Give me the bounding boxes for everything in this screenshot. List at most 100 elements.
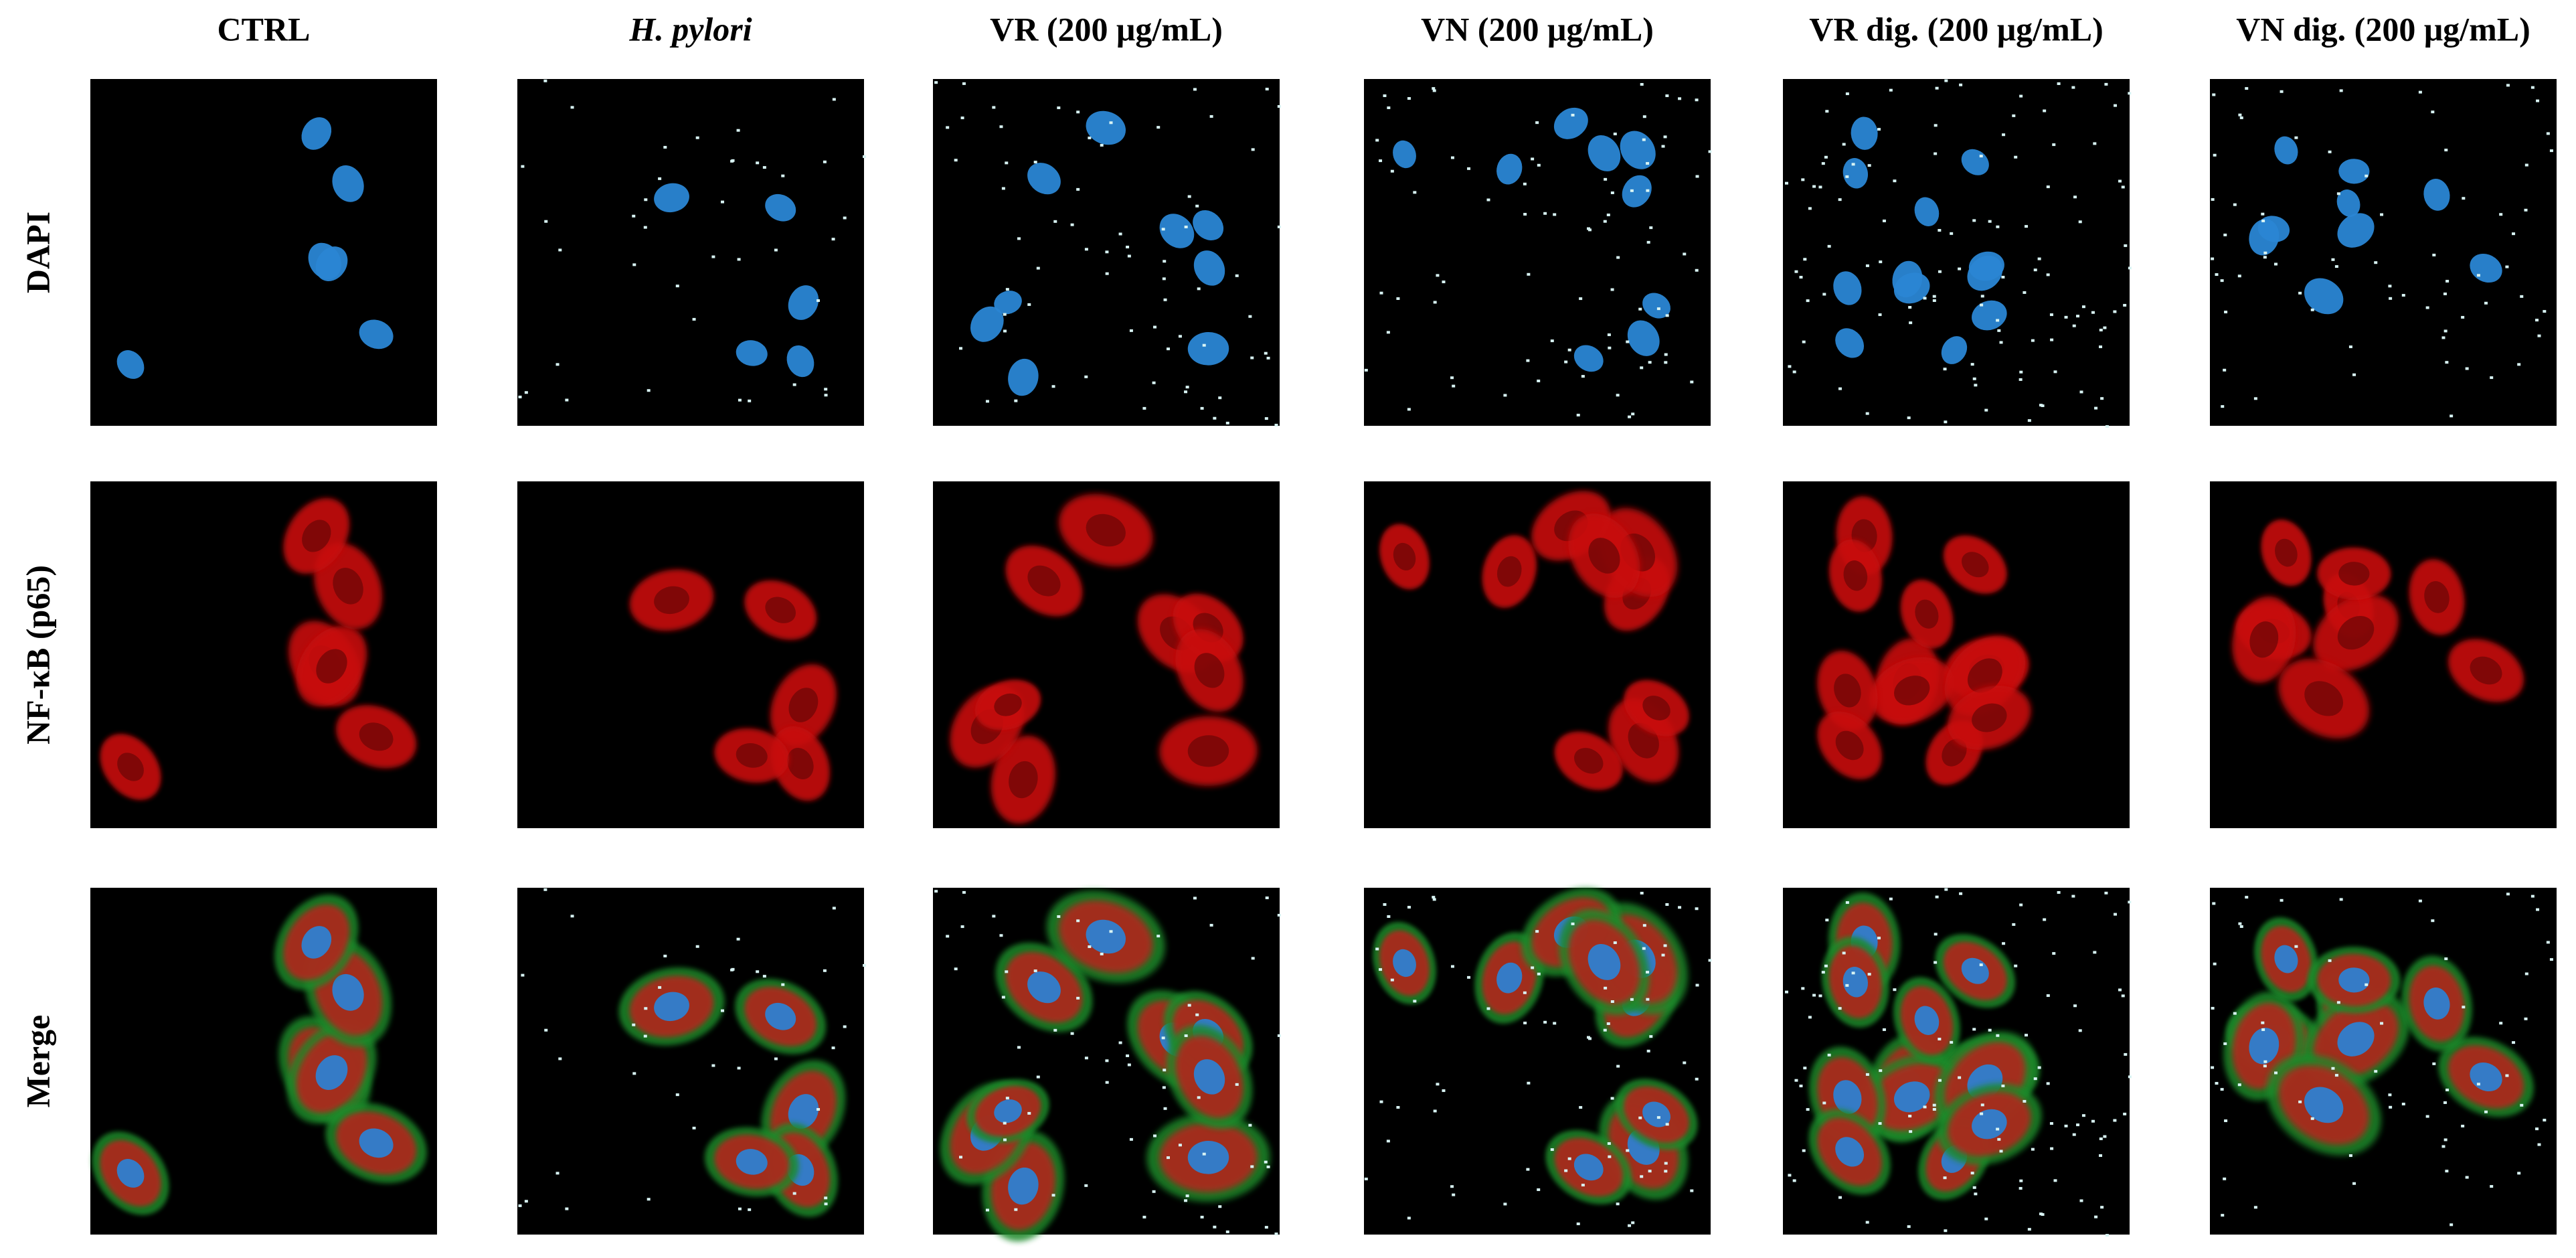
bacteria <box>1842 143 1846 146</box>
bacteria <box>2100 1206 2104 1209</box>
bacteria <box>2064 315 2068 319</box>
bacteria <box>1127 254 1131 258</box>
bacteria <box>1193 88 1197 91</box>
bacteria <box>1642 924 1646 927</box>
bacteria <box>632 1023 636 1026</box>
bacteria <box>1842 951 1846 955</box>
bacteria <box>2113 310 2117 313</box>
bacteria <box>2443 1138 2448 1142</box>
bacteria <box>1126 1054 1130 1057</box>
bacteria <box>2039 404 2043 407</box>
nucleus <box>2274 136 2298 165</box>
cell <box>994 291 1022 315</box>
cell <box>1900 579 1954 649</box>
bacteria <box>1567 348 1571 351</box>
bacteria <box>1274 1232 1278 1235</box>
cell <box>1482 535 1537 608</box>
bacteria <box>1943 1176 1947 1180</box>
bacteria <box>2081 305 2085 309</box>
bacteria <box>863 963 867 967</box>
bacteria <box>2019 94 2023 98</box>
bacteria <box>720 200 724 204</box>
bacteria <box>1980 1103 1984 1107</box>
bacteria <box>1003 1138 1007 1142</box>
bacteria <box>711 1064 715 1067</box>
bacteria <box>1663 135 1667 139</box>
bacteria <box>558 248 562 252</box>
nucleus-dark <box>1496 556 1522 587</box>
nucleus <box>1496 153 1523 185</box>
cell <box>1808 1109 1891 1195</box>
bacteria <box>1017 237 1021 240</box>
bacteria <box>792 1192 796 1195</box>
nucleus <box>1496 962 1523 994</box>
bacteria <box>1958 267 1962 270</box>
bacteria <box>2046 994 2050 998</box>
bacteria <box>1535 930 1539 933</box>
bacteria <box>831 238 835 241</box>
bacteria <box>1051 1194 1055 1197</box>
bacteria <box>736 129 740 132</box>
nucleus <box>2338 967 2370 993</box>
cell <box>991 735 1055 824</box>
bacteria <box>2336 1001 2340 1004</box>
panel-background <box>517 79 864 426</box>
bacteria <box>1801 178 1805 181</box>
cell <box>336 705 417 769</box>
bacteria <box>1088 137 1092 140</box>
cell <box>786 345 814 378</box>
cell <box>2423 179 2450 211</box>
bacteria <box>1865 264 1869 267</box>
bacteria <box>2273 1071 2278 1075</box>
bacteria <box>1033 969 1037 973</box>
bacteria <box>1909 321 1913 325</box>
bacteria <box>1218 1205 1222 1208</box>
bacteria <box>2012 923 2016 926</box>
bacteria <box>1486 1007 1490 1010</box>
bacteria <box>1100 143 1104 147</box>
bacteria <box>2450 1223 2454 1227</box>
bacteria <box>1867 973 1871 976</box>
nucleus <box>116 350 145 379</box>
bacteria <box>1248 315 1252 318</box>
cell <box>2313 594 2399 672</box>
nucleus-dark <box>736 742 768 768</box>
cell <box>1941 336 1968 364</box>
bacteria <box>544 220 548 223</box>
bacteria <box>1200 1215 1204 1218</box>
bacteria <box>1988 1028 1992 1032</box>
bacteria <box>2076 315 2080 318</box>
bacteria <box>2331 1067 2335 1070</box>
bacteria <box>2294 945 2298 948</box>
bacteria <box>737 258 741 261</box>
bacteria <box>2273 262 2278 266</box>
bacteria <box>1581 375 1585 378</box>
bacteria <box>863 155 867 158</box>
bacteria <box>647 1198 651 1201</box>
cell <box>1620 131 1656 169</box>
bacteria <box>1003 1121 1007 1125</box>
bacteria <box>1005 970 1009 973</box>
bacteria <box>1607 1142 1611 1146</box>
bacteria <box>663 954 667 957</box>
bacteria <box>824 1196 828 1200</box>
bacteria <box>1118 232 1122 236</box>
bacteria <box>2310 308 2314 311</box>
nucleus <box>736 340 768 366</box>
bacteria <box>720 1009 724 1012</box>
bacteria <box>2238 113 2242 116</box>
bacteria <box>1932 1103 1936 1107</box>
bacteria <box>2041 1213 2045 1216</box>
bacteria <box>1576 413 1580 416</box>
bacteria <box>2537 1143 2541 1146</box>
bacteria <box>1053 220 1057 223</box>
bacteria <box>1161 228 1165 231</box>
bacteria <box>1184 225 1188 228</box>
bacteria <box>695 945 699 948</box>
nucleus <box>315 1055 348 1090</box>
bacteria <box>1586 1036 1590 1039</box>
bacteria <box>1980 295 1984 298</box>
bacteria <box>2093 951 2097 954</box>
bacteria <box>1413 191 1417 194</box>
bacteria <box>1264 1226 1268 1229</box>
